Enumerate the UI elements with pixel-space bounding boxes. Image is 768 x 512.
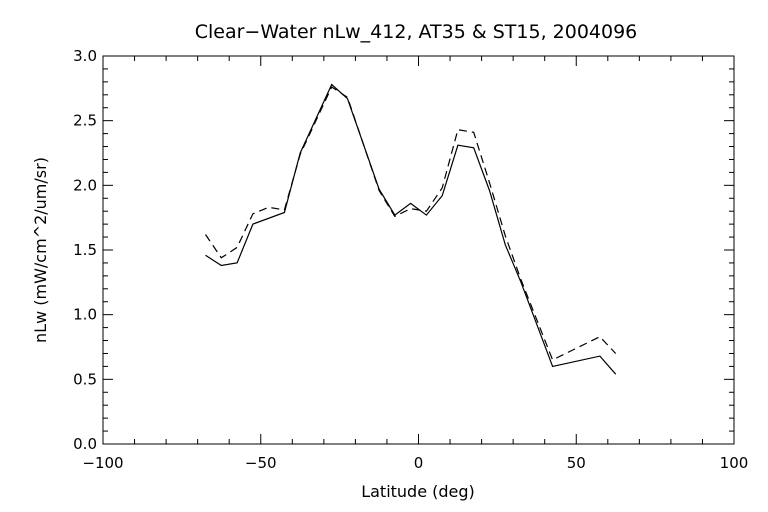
y-tick-label: 2.0 bbox=[73, 176, 97, 194]
y-tick-label: 0.5 bbox=[73, 370, 97, 388]
chart-title: Clear−Water nLw_412, AT35 & ST15, 200409… bbox=[195, 21, 638, 43]
x-tick-label: 50 bbox=[567, 454, 586, 472]
x-tick-label: 0 bbox=[414, 454, 424, 472]
axis-tick-labels: −100 −50 0 50 100 0.0 0.5 1.0 1.5 2.0 2.5 3.0 bbox=[73, 47, 748, 472]
y-axis-label: nLw (mW/cm^2/um/sr) bbox=[31, 157, 50, 343]
plot-frame bbox=[102, 55, 735, 445]
y-tick-label: 2.5 bbox=[73, 112, 97, 130]
y-tick-label: 1.0 bbox=[73, 306, 97, 324]
y-tick-label: 1.5 bbox=[73, 241, 97, 259]
x-tick-label: −50 bbox=[245, 454, 277, 472]
y-tick-label: 0.0 bbox=[73, 435, 97, 453]
solid-series-line bbox=[205, 83, 617, 375]
x-tick-label: −100 bbox=[82, 454, 123, 472]
data-series bbox=[205, 83, 617, 375]
axis-ticks bbox=[102, 55, 735, 445]
y-tick-label: 3.0 bbox=[73, 47, 97, 65]
x-axis-label: Latitude (deg) bbox=[361, 482, 475, 501]
dashed-series-line bbox=[205, 86, 617, 361]
x-tick-label: 100 bbox=[720, 454, 749, 472]
